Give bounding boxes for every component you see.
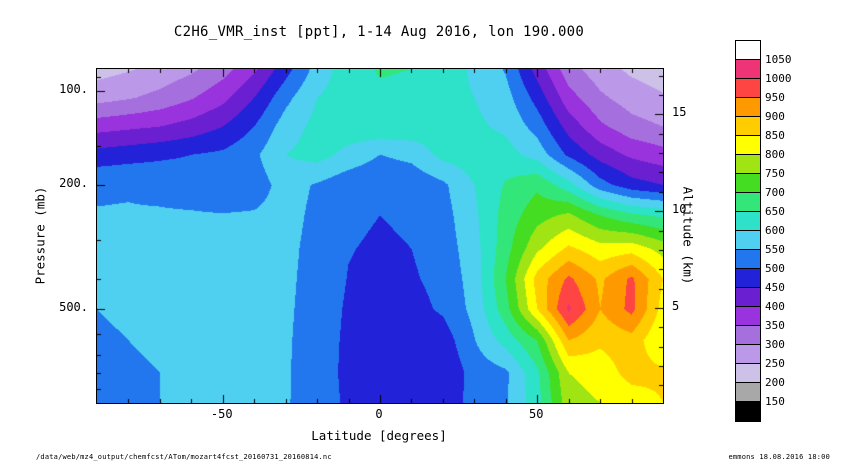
y-axis-label-pressure: Pressure (mb) [32, 186, 48, 285]
colorbar-cell [736, 364, 760, 383]
colorbar-cell [736, 60, 760, 79]
colorbar-level-label: 350 [765, 319, 785, 332]
colorbar-level-label: 150 [765, 395, 785, 408]
colorbar-cell [736, 231, 760, 250]
contour-field [97, 69, 663, 403]
y-axis-label-altitude: Altitude (km) [680, 186, 696, 285]
colorbar-level-label: 500 [765, 262, 785, 275]
colorbar-cell [736, 79, 760, 98]
colorbar-level-label: 650 [765, 205, 785, 218]
colorbar-level-label: 400 [765, 300, 785, 313]
colorbar-cell [736, 383, 760, 402]
x-axis-label: Latitude [degrees] [311, 428, 447, 443]
plot-area [96, 68, 664, 404]
colorbar-level-label: 850 [765, 129, 785, 142]
x-tick-label: 0 [375, 407, 383, 421]
colorbar-level-label: 1050 [765, 53, 792, 66]
colorbar-level-label: 550 [765, 243, 785, 256]
pressure-tick-label: 500. [59, 300, 88, 315]
colorbar-cell [736, 326, 760, 345]
colorbar-cell [736, 269, 760, 288]
colorbar-level-label: 600 [765, 224, 785, 237]
colorbar-level-label: 700 [765, 186, 785, 199]
colorbar-cell [736, 288, 760, 307]
page-title: C2H6_VMR_inst [ppt], 1-14 Aug 2016, lon … [173, 24, 585, 40]
colorbar-level-label: 450 [765, 281, 785, 294]
colorbar-cell [736, 136, 760, 155]
colorbar-level-label: 300 [765, 338, 785, 351]
colorbar [735, 40, 761, 422]
altitude-tick-label: 15 [672, 105, 687, 120]
colorbar-level-label: 950 [765, 91, 785, 104]
colorbar-level-label: 1000 [765, 72, 792, 85]
source-file-path: /data/web/mz4_output/chemfcst/ATom/mozar… [36, 453, 332, 461]
x-tick-label: 50 [528, 407, 544, 421]
colorbar-level-label: 900 [765, 110, 785, 123]
colorbar-cell [736, 174, 760, 193]
colorbar-cell [736, 193, 760, 212]
colorbar-cell [736, 155, 760, 174]
colorbar-cell [736, 41, 760, 60]
colorbar-cell [736, 250, 760, 269]
pressure-tick-label: 100. [59, 82, 88, 97]
pressure-tick-label: 200. [59, 175, 88, 190]
colorbar-cell [736, 402, 760, 421]
colorbar-level-label: 800 [765, 148, 785, 161]
altitude-tick-label: 10 [672, 202, 687, 217]
colorbar-cell [736, 98, 760, 117]
altitude-tick-label: 5 [672, 298, 680, 313]
colorbar-cell [736, 307, 760, 326]
plot-credit-timestamp: emmons 18.08.2016 18:00 [728, 453, 830, 461]
colorbar-level-label: 750 [765, 167, 785, 180]
colorbar-level-label: 250 [765, 357, 785, 370]
colorbar-cell [736, 345, 760, 364]
colorbar-level-label: 200 [765, 376, 785, 389]
colorbar-cell [736, 117, 760, 136]
colorbar-cell [736, 212, 760, 231]
x-tick-label: -50 [210, 407, 233, 421]
